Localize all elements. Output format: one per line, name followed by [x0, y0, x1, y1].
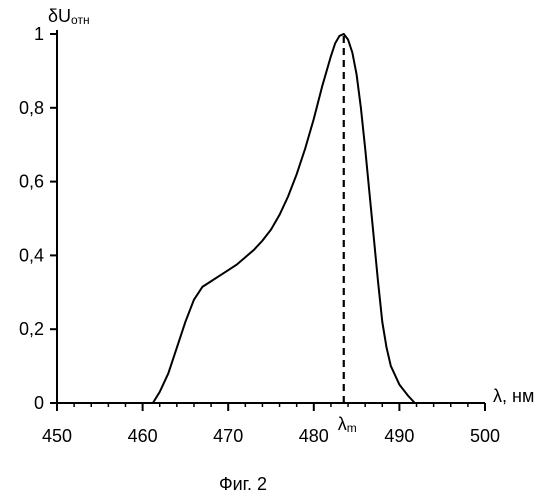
- y-tick-label: 0,6: [19, 172, 44, 192]
- y-tick-label: 1: [34, 24, 44, 44]
- y-tick-label: 0: [34, 393, 44, 413]
- x-axis-label: λ, нм: [493, 386, 534, 406]
- x-tick-label: 480: [299, 426, 329, 446]
- y-axis-label-subscript: отн: [71, 13, 90, 27]
- x-tick-label: 490: [384, 426, 414, 446]
- x-ticks: 450 460 470 480 490 500: [42, 403, 500, 446]
- x-tick-label: 460: [128, 426, 158, 446]
- x-tick-label: 470: [213, 426, 243, 446]
- y-tick-label: 0,4: [19, 245, 44, 265]
- y-tick-label: 0,8: [19, 98, 44, 118]
- peak-label-main: λ: [338, 414, 347, 434]
- x-tick-label: 500: [470, 426, 500, 446]
- peak-label: λm: [338, 414, 357, 435]
- peak-label-subscript: m: [347, 421, 357, 435]
- y-axis-label-main: δU: [48, 6, 71, 26]
- x-tick-label: 450: [42, 426, 72, 446]
- y-ticks: 0 0,2 0,4 0,6 0,8 1: [19, 24, 57, 413]
- y-axis-label: δUотн: [48, 6, 90, 27]
- y-tick-label: 0,2: [19, 319, 44, 339]
- figure-caption: Фиг. 2: [219, 474, 267, 494]
- data-curve: [153, 34, 415, 403]
- axes: [57, 30, 485, 407]
